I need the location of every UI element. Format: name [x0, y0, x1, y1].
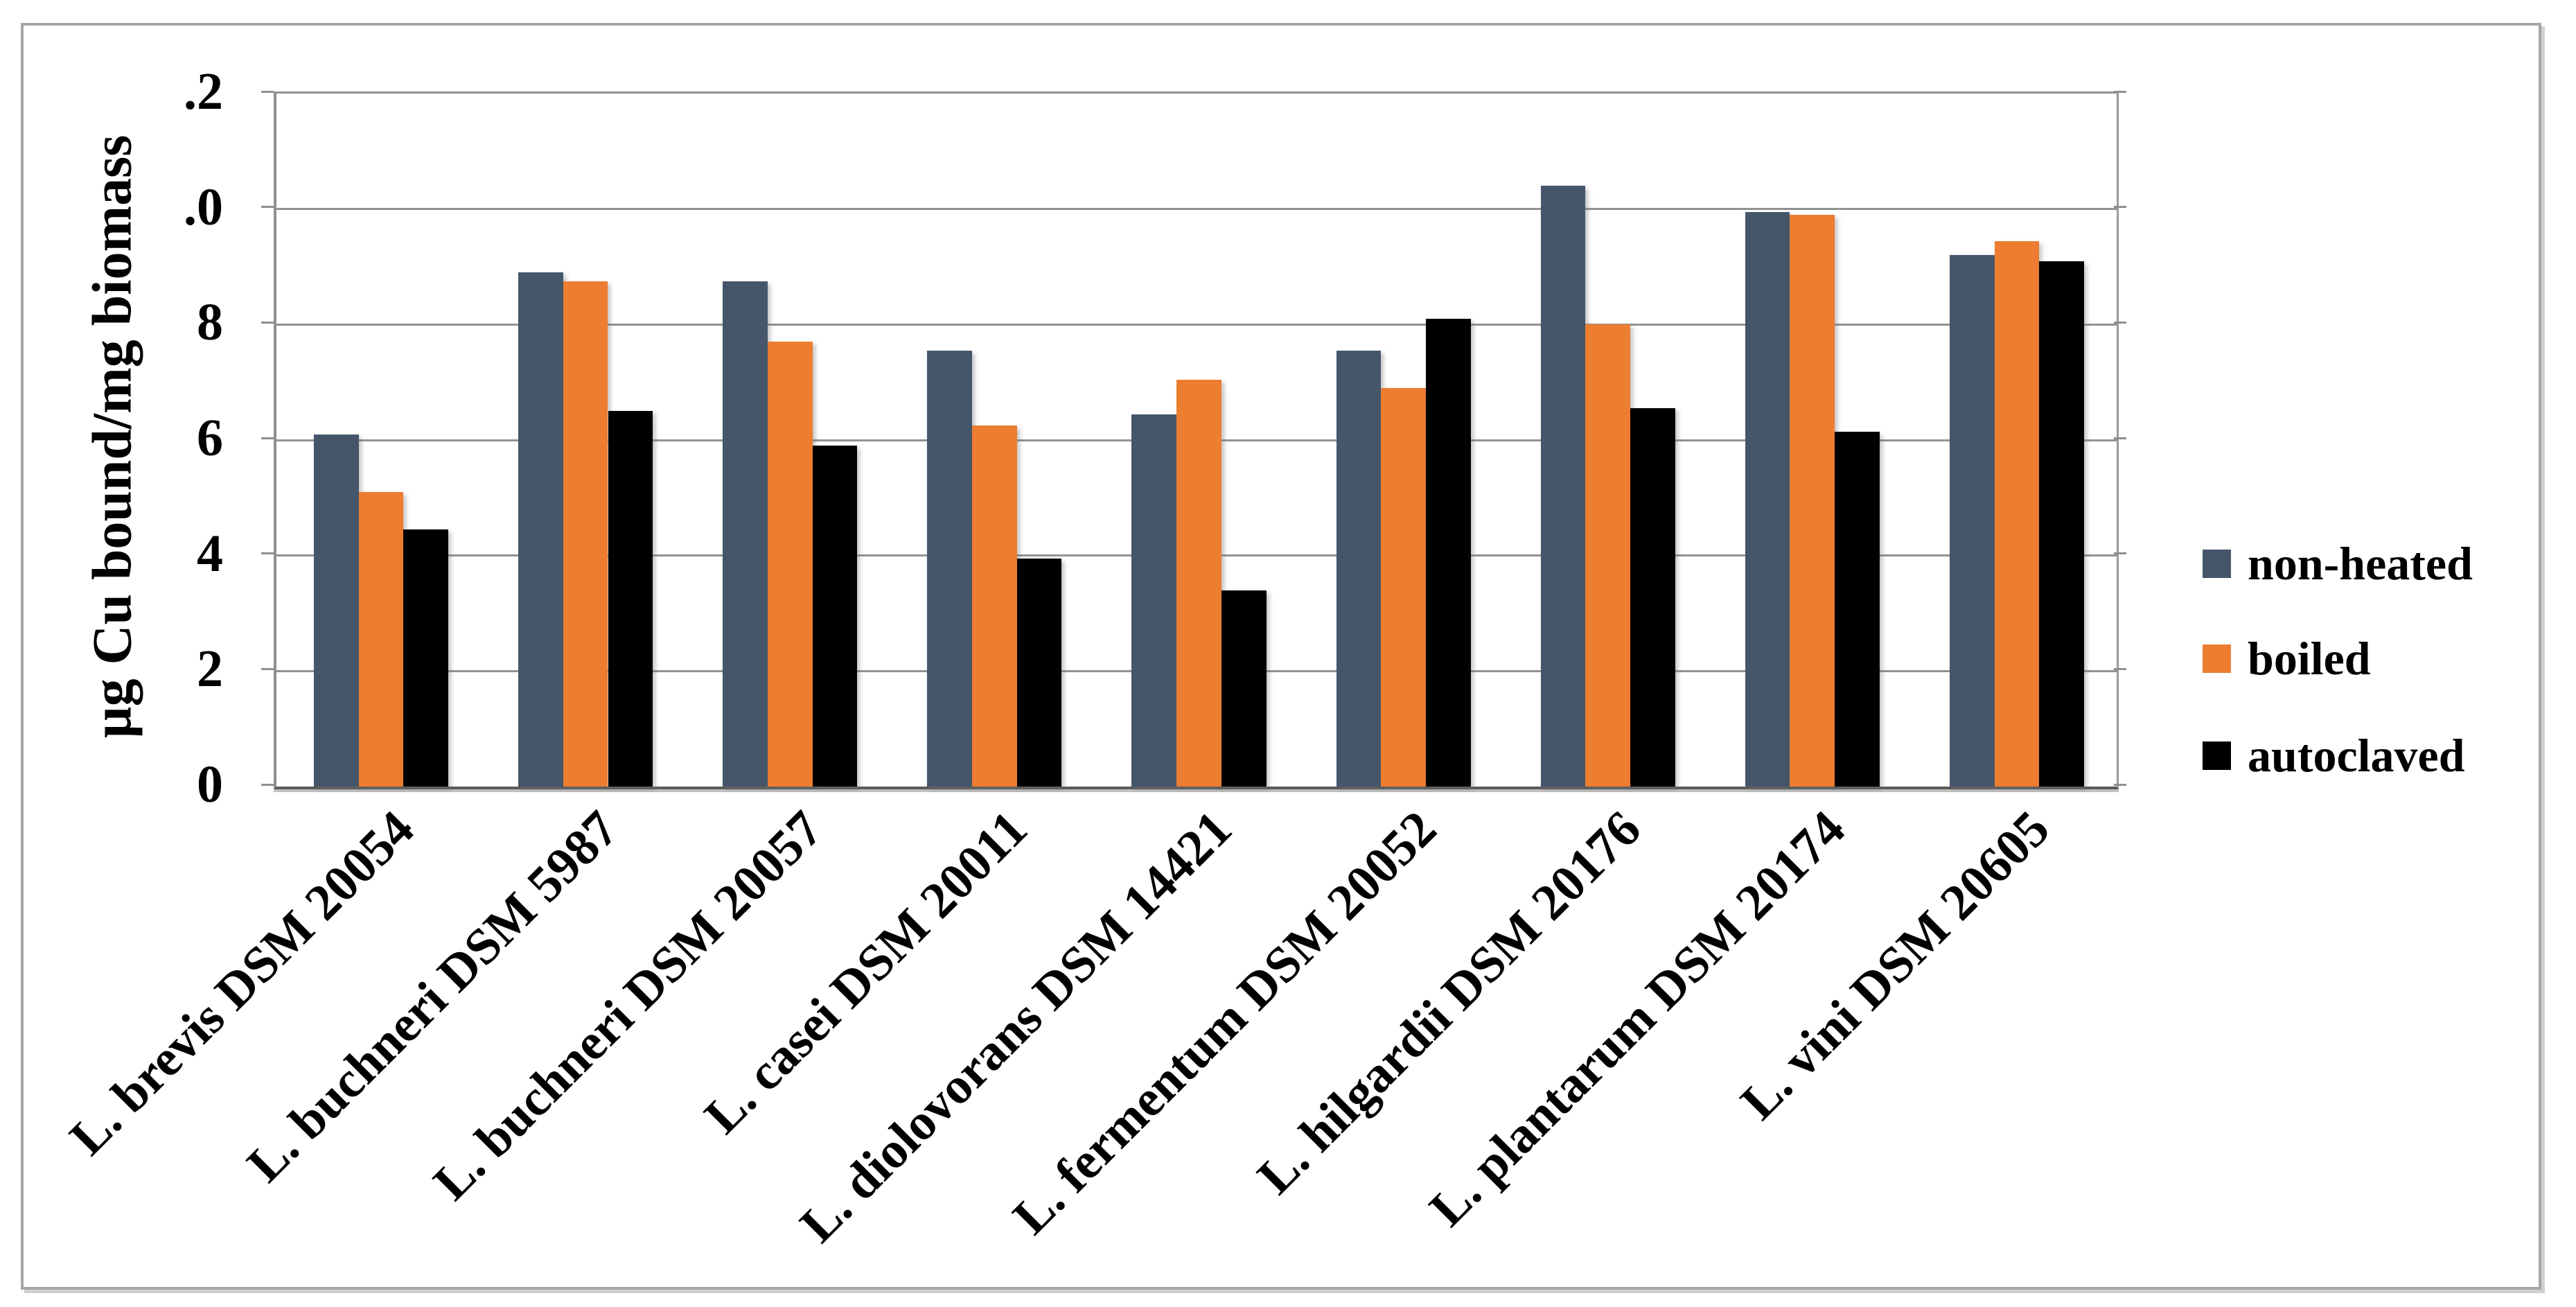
y-tick-label: .0: [184, 177, 223, 236]
y-tick-label: 6: [197, 409, 223, 467]
bar-autoclaved-l-fermentum-dsm-20052: [1425, 319, 1471, 787]
bar-boiled-l-vini-dsm-20605: [1994, 240, 2040, 787]
legend-item-non-heated: non-heated: [2203, 536, 2473, 591]
right-edge-tick-mark: [2114, 437, 2126, 439]
right-edge-tick-mark: [2114, 90, 2126, 93]
bar-autoclaved-l-buchneri-dsm-5987: [608, 411, 653, 787]
y-axis-tick-mark: [261, 783, 274, 786]
legend-item-autoclaved: autoclaved: [2203, 728, 2465, 783]
bar-boiled-l-diolovorans-dsm-14421: [1176, 379, 1221, 787]
bar-autoclaved-l-plantarum-dsm-20174: [1835, 431, 1880, 787]
bar-boiled-l-plantarum-dsm-20174: [1790, 215, 1835, 787]
bar-boiled-l-hilgardii-dsm-20176: [1585, 324, 1631, 787]
bar-non-heated-l-buchneri-dsm-20057: [723, 281, 768, 787]
gridline: [276, 208, 2117, 211]
bar-autoclaved-l-diolovorans-dsm-14421: [1221, 590, 1267, 787]
right-edge-tick-mark: [2114, 552, 2126, 555]
right-edge-tick-mark: [2114, 783, 2126, 786]
legend-swatch-boiled: [2203, 644, 2231, 673]
y-axis-tick-mark: [261, 90, 274, 93]
right-edge-tick-mark: [2114, 667, 2126, 670]
legend-label-autoclaved: autoclaved: [2248, 728, 2465, 782]
bar-autoclaved-l-vini-dsm-20605: [2039, 261, 2084, 787]
bar-non-heated-l-vini-dsm-20605: [1949, 255, 1995, 787]
bar-non-heated-l-brevis-dsm-20054: [314, 434, 359, 787]
legend-label-boiled: boiled: [2248, 631, 2371, 685]
bar-boiled-l-casei-dsm-20011: [972, 426, 1017, 787]
y-axis-tick-mark: [261, 206, 274, 209]
y-tick-label: 0: [197, 755, 223, 814]
y-axis-tick-mark: [261, 321, 274, 324]
legend-label-non-heated: non-heated: [2248, 536, 2473, 590]
bar-non-heated-l-diolovorans-dsm-14421: [1131, 414, 1177, 787]
y-tick-label: 4: [197, 524, 223, 583]
right-edge-tick-mark: [2114, 321, 2126, 324]
bar-autoclaved-l-buchneri-dsm-20057: [812, 446, 858, 787]
bar-non-heated-l-plantarum-dsm-20174: [1745, 211, 1790, 787]
bar-autoclaved-l-casei-dsm-20011: [1016, 558, 1062, 787]
bar-boiled-l-buchneri-dsm-20057: [767, 342, 813, 787]
bar-non-heated-l-fermentum-dsm-20052: [1336, 350, 1382, 787]
legend-swatch-autoclaved: [2203, 741, 2231, 770]
plot-area: [274, 91, 2119, 789]
legend-item-boiled: boiled: [2203, 631, 2371, 686]
bar-non-heated-l-casei-dsm-20011: [927, 350, 973, 787]
bar-boiled-l-buchneri-dsm-5987: [563, 281, 608, 787]
y-tick-label: 8: [197, 293, 223, 352]
y-tick-label: .2: [184, 62, 223, 121]
bar-non-heated-l-hilgardii-dsm-20176: [1540, 186, 1586, 787]
bar-boiled-l-brevis-dsm-20054: [358, 492, 404, 787]
y-tick-label: 2: [197, 640, 223, 699]
bar-autoclaved-l-brevis-dsm-20054: [403, 529, 449, 787]
y-axis-tick-mark: [261, 552, 274, 555]
gridline: [276, 323, 2117, 326]
y-axis-tick-mark: [261, 437, 274, 439]
right-edge-tick-mark: [2114, 206, 2126, 209]
bar-autoclaved-l-hilgardii-dsm-20176: [1630, 408, 1675, 787]
legend-swatch-non-heated: [2203, 549, 2231, 578]
bar-boiled-l-fermentum-dsm-20052: [1381, 388, 1426, 787]
y-axis-tick-mark: [261, 667, 274, 670]
bar-non-heated-l-buchneri-dsm-5987: [518, 272, 563, 787]
